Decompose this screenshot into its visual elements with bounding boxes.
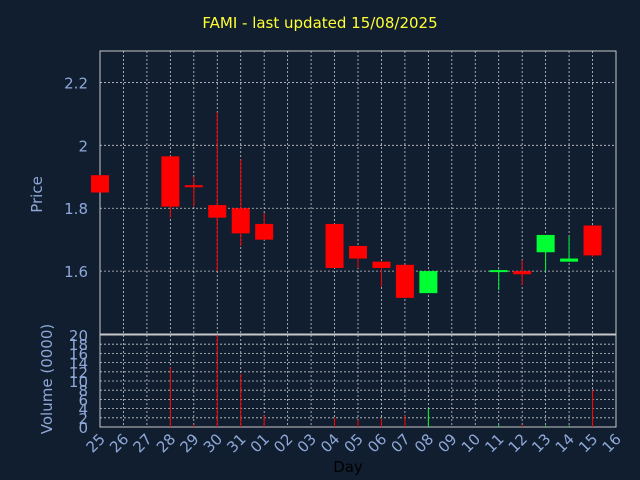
x-tick-label: 05: [341, 430, 367, 456]
x-tick-label: 27: [130, 430, 156, 456]
chart-title: FAMI - last updated 15/08/2025: [202, 14, 438, 32]
x-tick-label: 10: [458, 430, 484, 456]
volume-tick-label: 18: [69, 336, 88, 354]
x-tick-label: 30: [200, 430, 226, 456]
candle-body: [513, 271, 532, 275]
x-tick-label: 16: [599, 430, 625, 456]
candle-body: [419, 271, 438, 294]
candle-body: [349, 245, 367, 259]
volume-tick-label: 16: [69, 345, 88, 363]
x-tick-label: 29: [176, 430, 202, 456]
candle-body: [583, 225, 602, 256]
volume-tick-label: 4: [78, 401, 88, 419]
x-tick-label: 04: [317, 430, 343, 456]
x-tick-label: 07: [388, 430, 414, 456]
volume-tick-label: 8: [78, 382, 88, 400]
candle-body: [208, 205, 227, 218]
candle-body: [395, 264, 414, 298]
x-tick-label: 15: [575, 430, 601, 456]
x-tick-label: 09: [434, 430, 460, 456]
volume-tick-label: 2: [78, 410, 88, 428]
x-tick-label: 12: [505, 430, 531, 456]
x-tick-label: 11: [481, 430, 507, 456]
x-tick-label: 03: [294, 430, 320, 456]
candle-body: [184, 185, 203, 188]
volume-tick-label: 6: [78, 391, 88, 409]
x-axis-label: Day: [333, 458, 363, 476]
x-tick-label: 26: [106, 430, 132, 456]
x-tick-label: 28: [153, 430, 179, 456]
x-tick-label: 01: [247, 430, 273, 456]
candle-body: [91, 175, 109, 193]
volume-tick-label: 10: [69, 373, 88, 391]
x-tick-label: 06: [364, 430, 390, 456]
volume-tick-label: 20: [69, 327, 88, 345]
price-tick-label: 1.8: [64, 200, 88, 218]
volume-tick-label: 0: [78, 419, 88, 437]
price-axis-label: Price: [28, 176, 46, 213]
candle-body: [255, 223, 274, 240]
candle-body: [372, 261, 391, 268]
candle-body: [489, 270, 508, 273]
price-tick-label: 2.2: [64, 74, 88, 92]
candle-body: [560, 258, 579, 262]
x-tick-label: 31: [223, 430, 249, 456]
candle-body: [325, 223, 344, 268]
volume-tick-label: 14: [69, 355, 88, 373]
price-tick-label: 2: [78, 137, 88, 155]
candle-body: [536, 234, 555, 253]
x-tick-label: 08: [411, 430, 437, 456]
candle-body: [231, 208, 250, 234]
price-tick-label: 1.6: [64, 263, 88, 281]
volume-tick-label: 12: [69, 364, 88, 382]
x-tick-label: 02: [270, 430, 296, 456]
candle-body: [161, 156, 180, 207]
volume-axis-label: Volume (0000): [38, 324, 56, 434]
x-tick-label: 14: [552, 430, 578, 456]
x-tick-label: 13: [528, 430, 554, 456]
